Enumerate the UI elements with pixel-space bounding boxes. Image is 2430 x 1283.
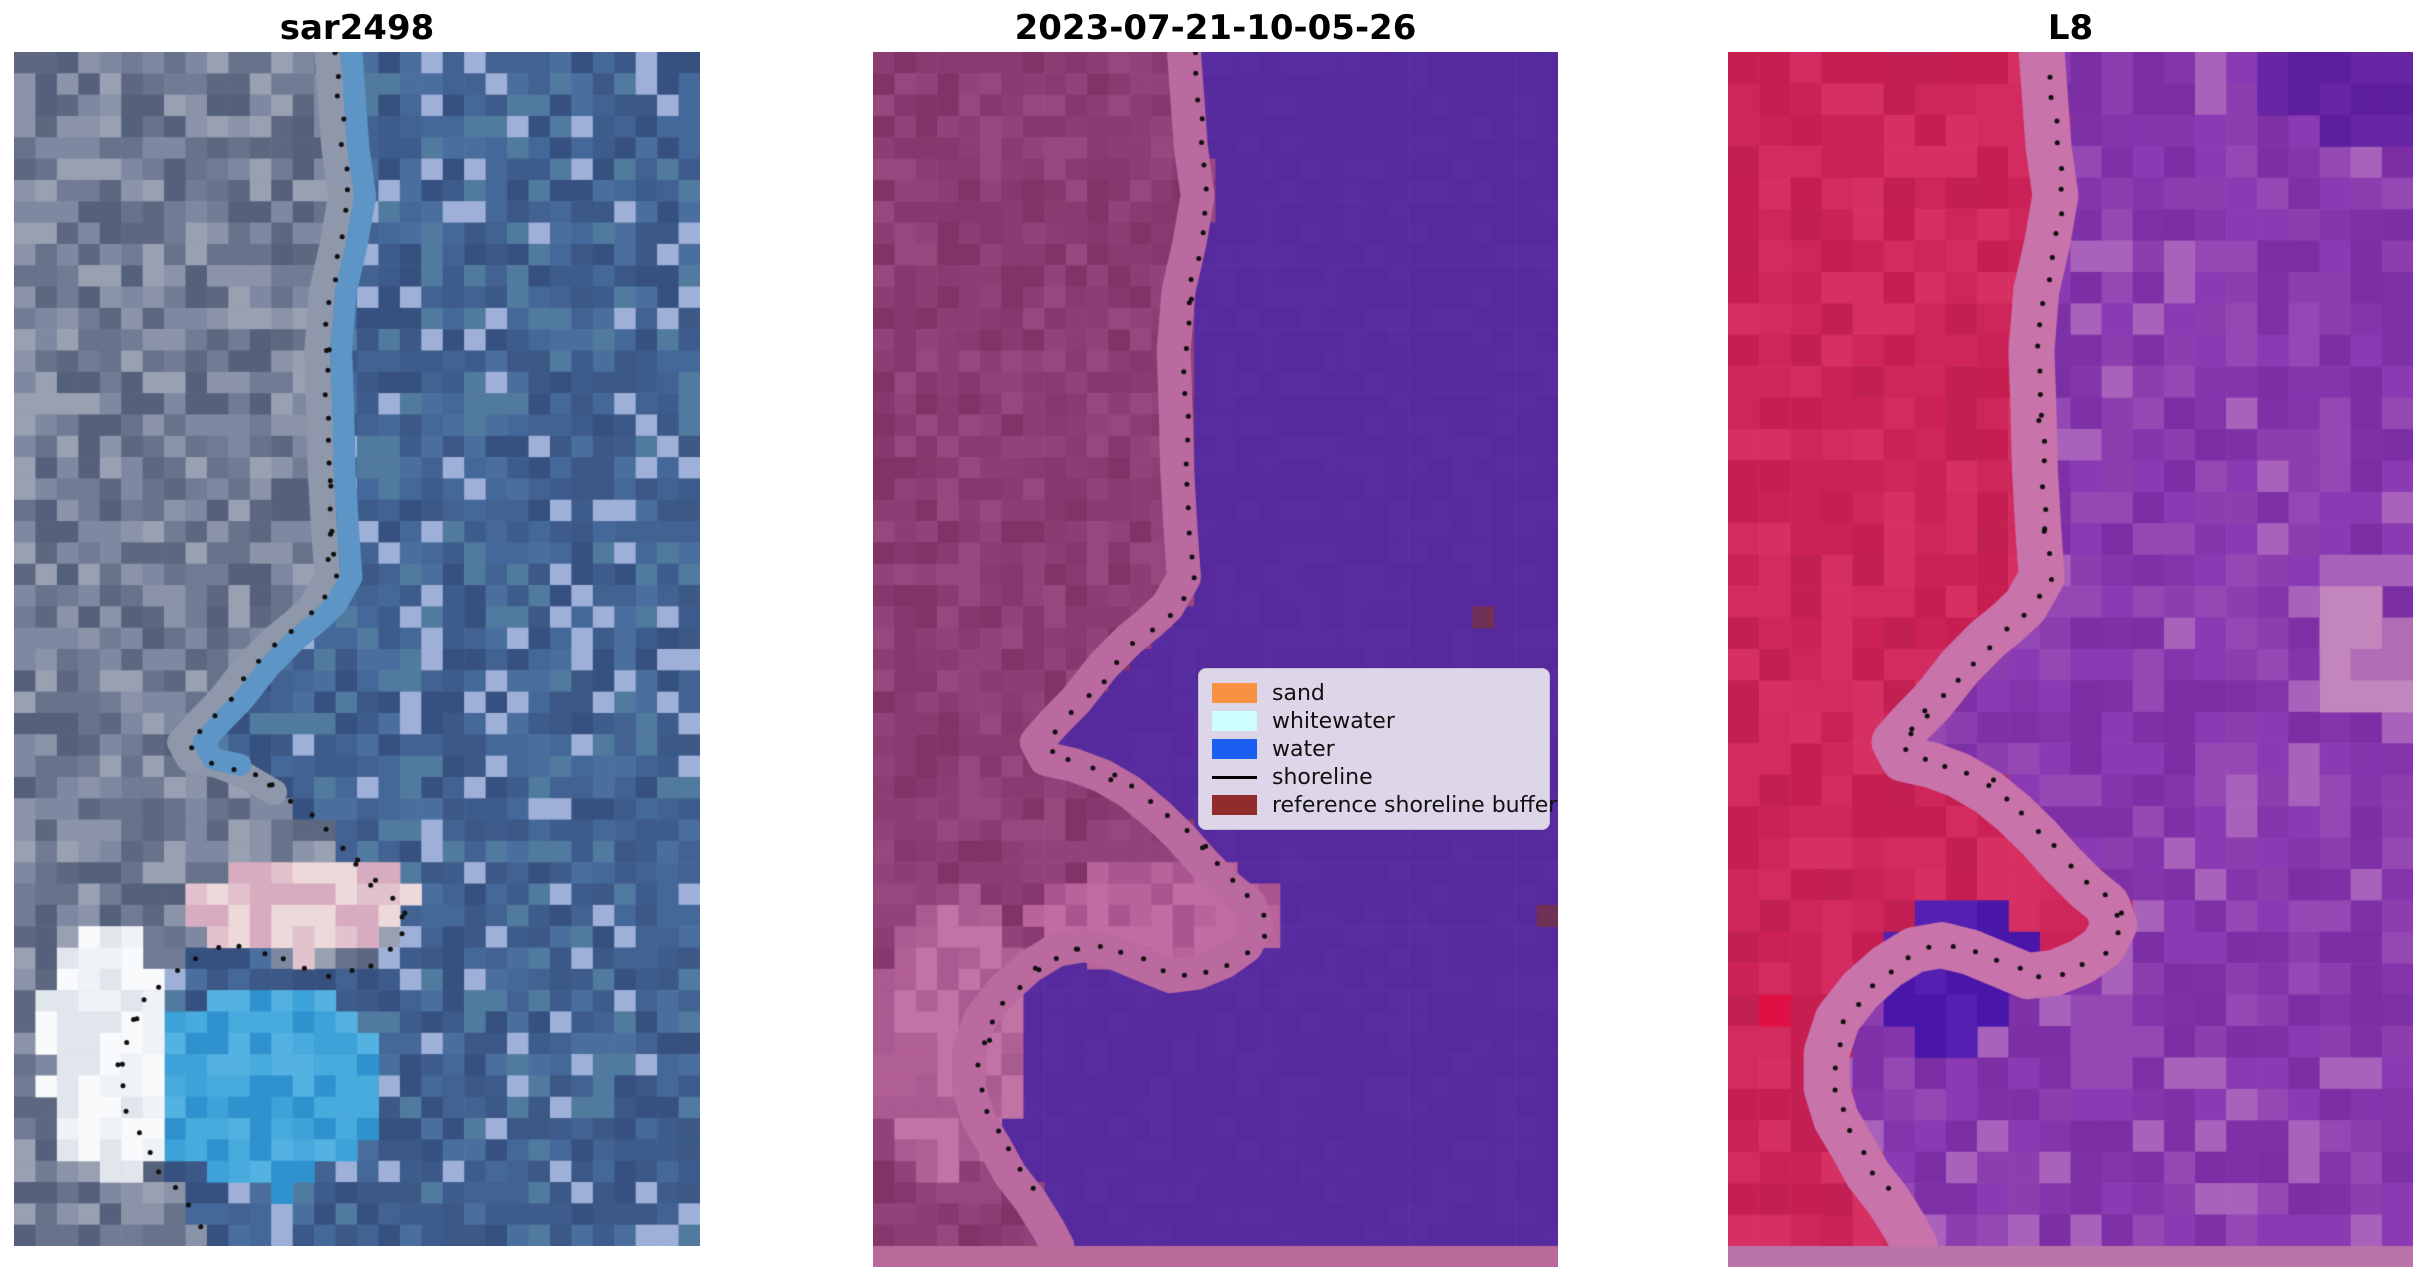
panel-title-classified: 2023-07-21-10-05-26 (1014, 8, 1417, 48)
legend: sand whitewater water shoreline referenc… (1198, 668, 1557, 830)
legend-label-sand: sand (1272, 680, 1325, 706)
legend-label-reference-buffer: reference shoreline buffer (1272, 792, 1558, 818)
panel-classified: sand whitewater water shoreline referenc… (873, 52, 1558, 1267)
legend-label-water: water (1272, 736, 1335, 762)
panel-title-l8: L8 (2047, 8, 2094, 48)
panel-sar (14, 52, 700, 1246)
l8-image-canvas (1728, 52, 2413, 1267)
whitewater-swatch (1212, 711, 1257, 731)
reference-buffer-swatch (1212, 795, 1257, 815)
legend-row-water: water (1212, 736, 1536, 762)
legend-row-reference-buffer: reference shoreline buffer (1212, 792, 1557, 818)
panel-l8 (1728, 52, 2413, 1267)
legend-row-whitewater: whitewater (1212, 708, 1536, 734)
sar-image-canvas (14, 52, 700, 1246)
water-swatch (1212, 739, 1257, 759)
shoreline-line-swatch (1212, 775, 1257, 779)
legend-label-whitewater: whitewater (1272, 708, 1395, 734)
legend-label-shoreline: shoreline (1272, 764, 1373, 790)
classified-image-canvas (873, 52, 1558, 1267)
panel-title-sar: sar2498 (279, 8, 435, 48)
legend-row-sand: sand (1212, 680, 1536, 706)
sand-swatch (1212, 683, 1257, 703)
legend-row-shoreline: shoreline (1212, 764, 1536, 790)
